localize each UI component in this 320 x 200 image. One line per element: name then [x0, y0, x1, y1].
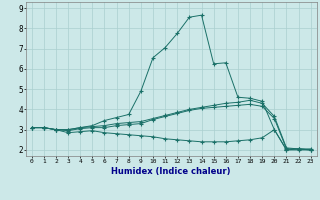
- X-axis label: Humidex (Indice chaleur): Humidex (Indice chaleur): [111, 167, 231, 176]
